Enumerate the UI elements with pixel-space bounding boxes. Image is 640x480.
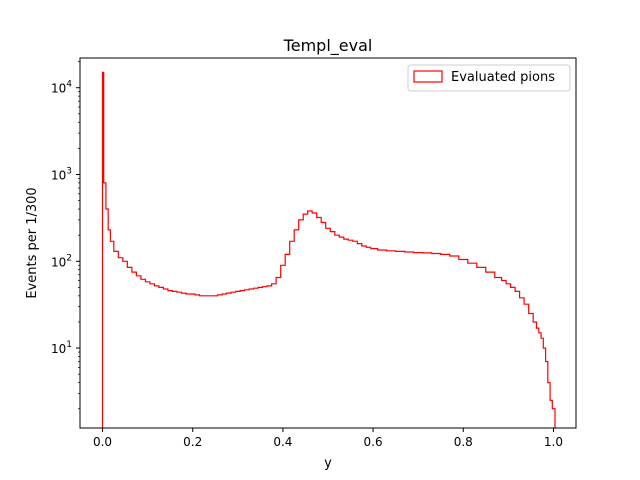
x-tick-label: 1.0 xyxy=(544,435,563,449)
y-axis-label: Events per 1/300 xyxy=(25,187,40,298)
x-axis-label: y xyxy=(324,456,332,471)
axes-frame xyxy=(79,57,577,429)
series-evaluated-pions xyxy=(101,71,556,428)
chart-title: Templ_eval xyxy=(283,36,373,56)
x-tick-label: 0.0 xyxy=(93,435,112,449)
legend: Evaluated pions xyxy=(407,64,571,92)
x-tick-label: 0.4 xyxy=(273,435,292,449)
legend-label-evaluated-pions: Evaluated pions xyxy=(451,70,555,85)
legend-box xyxy=(407,64,571,92)
x-tick-label: 0.6 xyxy=(364,435,383,449)
plot-area xyxy=(101,71,556,428)
x-tick-label: 0.8 xyxy=(454,435,473,449)
x-tick-label: 0.2 xyxy=(183,435,202,449)
x-axis: 0.0 0.2 0.4 0.6 0.8 1.0 xyxy=(93,428,563,449)
legend-swatch-evaluated-pions xyxy=(413,70,443,83)
